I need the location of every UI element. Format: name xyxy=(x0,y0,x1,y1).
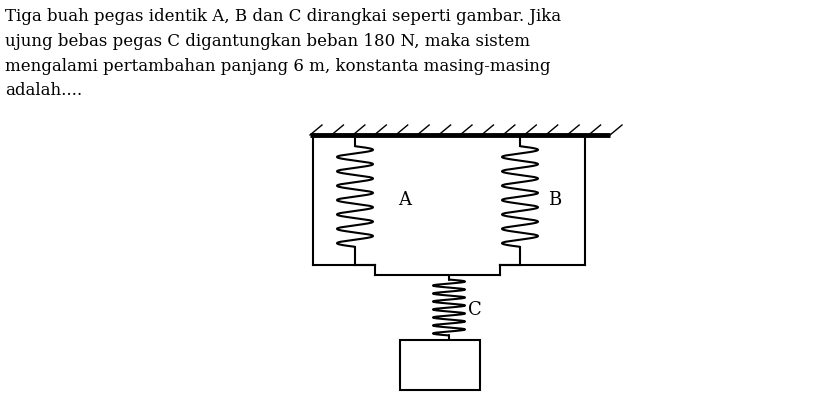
Bar xyxy=(400,340,480,390)
Text: B: B xyxy=(548,191,562,209)
Text: C: C xyxy=(468,301,482,319)
Text: Tiga buah pegas identik A, B dan C dirangkai seperti gambar. Jika
ujung bebas pe: Tiga buah pegas identik A, B dan C diran… xyxy=(5,8,562,99)
Text: A: A xyxy=(399,191,412,209)
